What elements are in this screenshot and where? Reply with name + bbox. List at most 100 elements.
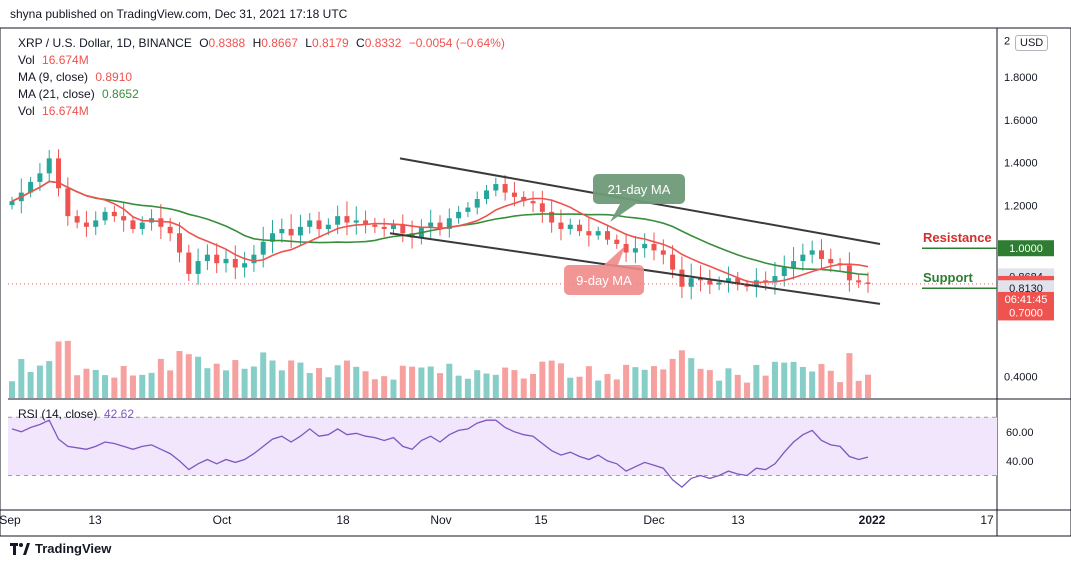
candle-body (139, 222, 145, 229)
volume-bar (437, 373, 443, 398)
volume-bar (148, 372, 155, 398)
time-tick-label: 2022 (859, 513, 886, 527)
volume-bar (474, 370, 481, 398)
currency-button[interactable]: USD (1015, 35, 1049, 51)
volume-bar (46, 361, 53, 398)
volume-bar (604, 374, 611, 398)
volume-bar (418, 367, 425, 398)
time-tick-label: Oct (213, 513, 232, 527)
candle-body (121, 216, 127, 221)
candle-body (707, 280, 713, 285)
vol2-value: 16.674M (42, 104, 89, 118)
candle-body (800, 254, 806, 262)
candle-body (567, 224, 573, 229)
volume-bar (250, 366, 257, 398)
ma9-callout-pointer (604, 246, 625, 265)
volume-bar (111, 377, 118, 398)
volume-bar (539, 361, 546, 398)
volume-bar (167, 370, 174, 398)
volume-bar (362, 371, 369, 398)
price-tick-label: 1.8000 (1004, 72, 1038, 84)
ma9-value: 0.8910 (95, 70, 133, 84)
open-label: O (199, 36, 209, 50)
candle-body (502, 184, 508, 193)
change-value: −0.0054 (−0.64%) (408, 36, 505, 50)
volume-bar (371, 379, 378, 398)
vol-label: Vol (18, 53, 35, 67)
volume-bar (557, 363, 564, 398)
ma9-callout-box (564, 265, 644, 295)
time-tick-label: 15 (534, 513, 548, 527)
candle-body (204, 254, 210, 262)
volume-bar (753, 364, 760, 398)
volume-bar (548, 360, 555, 398)
chart-frame (0, 27, 1071, 537)
volume-bar (576, 376, 583, 398)
volume-bar (260, 352, 267, 398)
volume-bar (809, 371, 816, 398)
candle-body (456, 211, 462, 219)
volume-bar (455, 375, 462, 398)
volume-bar (306, 373, 313, 398)
ma9-line (11, 180, 869, 284)
ma21-callout-pointer (610, 204, 636, 222)
volume-bar (855, 380, 862, 398)
price-badge (998, 240, 1054, 257)
low-label: L (305, 36, 312, 50)
volume-bar (530, 373, 537, 398)
candle-body (679, 269, 685, 287)
low-value: 0.8179 (311, 36, 349, 50)
candle-body (316, 220, 322, 229)
volume-bar (483, 373, 490, 398)
volume-bar (492, 374, 499, 398)
countdown-badge (998, 291, 1054, 306)
candle-body (614, 239, 620, 244)
rsi-tick-label: 40.00 (1006, 456, 1034, 468)
volume-bar (623, 364, 630, 398)
volume-bar (613, 379, 620, 398)
volume-bar (632, 367, 639, 398)
ma9-label: MA (9, close) (18, 70, 89, 84)
volume-bar (297, 362, 304, 398)
rsi-line (11, 419, 869, 488)
volume-bar (139, 374, 146, 398)
candle-body (158, 218, 164, 227)
candle-body (530, 201, 536, 204)
ma21-value: 0.8652 (102, 87, 139, 101)
price-badge-label: 0.7000 (1009, 307, 1043, 319)
volume-bar (827, 370, 834, 398)
candle-body (484, 190, 490, 200)
candle-body (335, 216, 341, 225)
legend-vol-row: Vol 16.674M (18, 52, 505, 69)
volume-bar (744, 382, 751, 398)
volume-bar (334, 365, 341, 398)
volume-bar (325, 377, 332, 398)
candle-body (549, 211, 555, 223)
volume-bar (64, 340, 71, 398)
volume-bar (157, 358, 164, 398)
ma9-callout-label: 9-day MA (576, 273, 632, 288)
ma21-callout-box (593, 174, 685, 204)
volume-bar (120, 366, 127, 398)
candle-body (251, 254, 257, 264)
open-value: 0.8388 (208, 36, 246, 50)
candle-body (37, 173, 43, 182)
volume-bar (92, 369, 99, 398)
volume-bar (399, 365, 406, 398)
legend-ma9-row: MA (9, close) 0.8910 (18, 69, 505, 86)
volume-bar (846, 353, 853, 398)
volume-bar (595, 380, 602, 398)
candle-body (260, 241, 266, 255)
rsi-tick-label: 60.00 (1006, 427, 1034, 439)
close-value: 0.8332 (364, 36, 402, 50)
candle-body (521, 196, 527, 202)
tradingview-logo[interactable]: TradingView (10, 541, 111, 556)
candle-body (604, 231, 610, 240)
candle-body (390, 224, 396, 229)
candle-body (130, 220, 136, 229)
volume-bar (129, 375, 136, 398)
countdown-label: 06:41:45 (1005, 294, 1048, 306)
candle-body (223, 258, 229, 264)
volume-bar (343, 360, 350, 398)
